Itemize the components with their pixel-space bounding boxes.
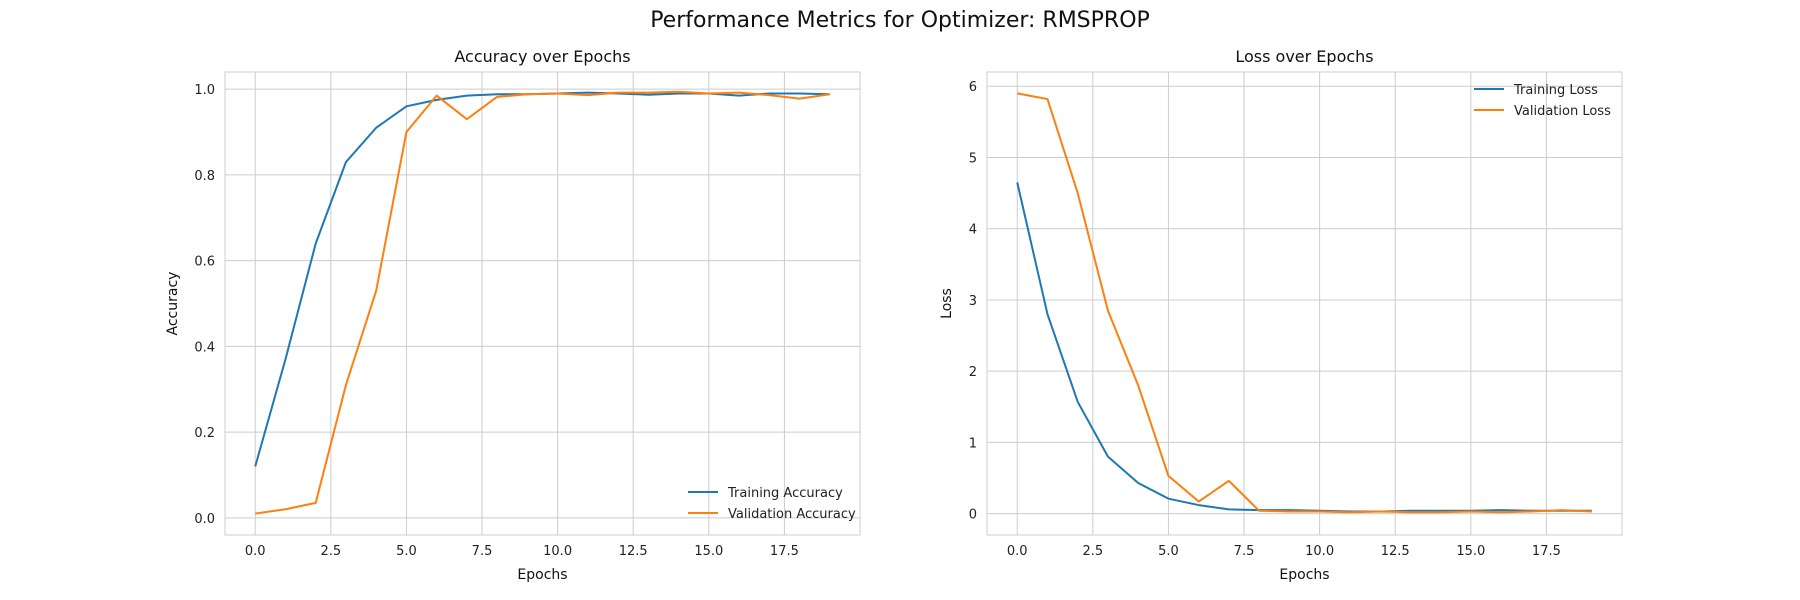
x-tick-label: 7.5 bbox=[472, 544, 493, 559]
x-tick-label: 5.0 bbox=[396, 544, 417, 559]
y-tick-label: 1.0 bbox=[194, 83, 215, 98]
y-tick-label: 0.2 bbox=[194, 426, 215, 441]
x-tick-label: 0.0 bbox=[245, 544, 266, 559]
y-tick-label: 2 bbox=[969, 365, 977, 380]
series-line-2 bbox=[255, 90, 830, 515]
plot-frame bbox=[986, 71, 1623, 536]
y-tick-label: 4 bbox=[969, 223, 977, 238]
x-tick-label: 12.5 bbox=[619, 544, 648, 559]
x-tick-label: 2.5 bbox=[1082, 544, 1103, 559]
y-tick-label: 0.8 bbox=[194, 169, 215, 184]
x-tick-label: 17.5 bbox=[1532, 544, 1561, 559]
y-tick-label: 0.4 bbox=[194, 340, 215, 355]
x-tick-label: 2.5 bbox=[320, 544, 341, 559]
x-axis-label: Epochs bbox=[517, 567, 567, 583]
legend-label: Training Loss bbox=[1513, 83, 1598, 98]
x-tick-label: 17.5 bbox=[770, 544, 799, 559]
loss-chart: 0.0 2.5 5.0 7.5 10.0 12.5 15.0 17.5 0 1 2 3 4 5 6 Loss … bbox=[939, 47, 1623, 583]
y-tick-label: 3 bbox=[969, 294, 977, 309]
x-tick-label: 5.0 bbox=[1158, 544, 1179, 559]
x-axis-label: Epochs bbox=[1279, 567, 1329, 583]
figure-title: Performance Metrics for Optimizer: RMSPR… bbox=[650, 8, 1150, 33]
series-line-1 bbox=[1016, 182, 1592, 513]
y-tick-label: 0.0 bbox=[194, 512, 215, 527]
x-tick-label: 0.0 bbox=[1007, 544, 1028, 559]
series-line-1 bbox=[254, 91, 830, 467]
y-tick-label: 0 bbox=[969, 508, 977, 523]
y-tick-label: 0.6 bbox=[194, 255, 215, 270]
plot-frame bbox=[224, 71, 861, 536]
x-tick-label: 15.0 bbox=[694, 544, 723, 559]
x-tick-label: 10.0 bbox=[543, 544, 572, 559]
legend-label: Validation Loss bbox=[1514, 104, 1611, 119]
legend-label: Training Accuracy bbox=[727, 486, 843, 501]
series-line-2 bbox=[1017, 92, 1592, 514]
y-axis-label: Accuracy bbox=[165, 272, 181, 336]
x-tick-label: 10.0 bbox=[1305, 544, 1334, 559]
legend: Training Accuracy Validation Accuracy bbox=[688, 486, 856, 522]
chart-title: Accuracy over Epochs bbox=[454, 47, 630, 66]
legend: Training Loss Validation Loss bbox=[1474, 83, 1611, 119]
y-axis-label: Loss bbox=[939, 288, 955, 319]
legend-label: Validation Accuracy bbox=[728, 507, 856, 522]
y-tick-label: 5 bbox=[969, 151, 977, 166]
accuracy-chart: 0.0 2.5 5.0 7.5 10.0 12.5 15.0 17.5 0.0 0.2 0.4 0.6… bbox=[165, 47, 861, 583]
x-tick-label: 12.5 bbox=[1381, 544, 1410, 559]
x-tick-label: 15.0 bbox=[1456, 544, 1485, 559]
y-tick-label: 1 bbox=[969, 436, 977, 451]
y-tick-label: 6 bbox=[969, 80, 977, 95]
x-tick-label: 7.5 bbox=[1234, 544, 1255, 559]
chart-title: Loss over Epochs bbox=[1235, 47, 1373, 66]
